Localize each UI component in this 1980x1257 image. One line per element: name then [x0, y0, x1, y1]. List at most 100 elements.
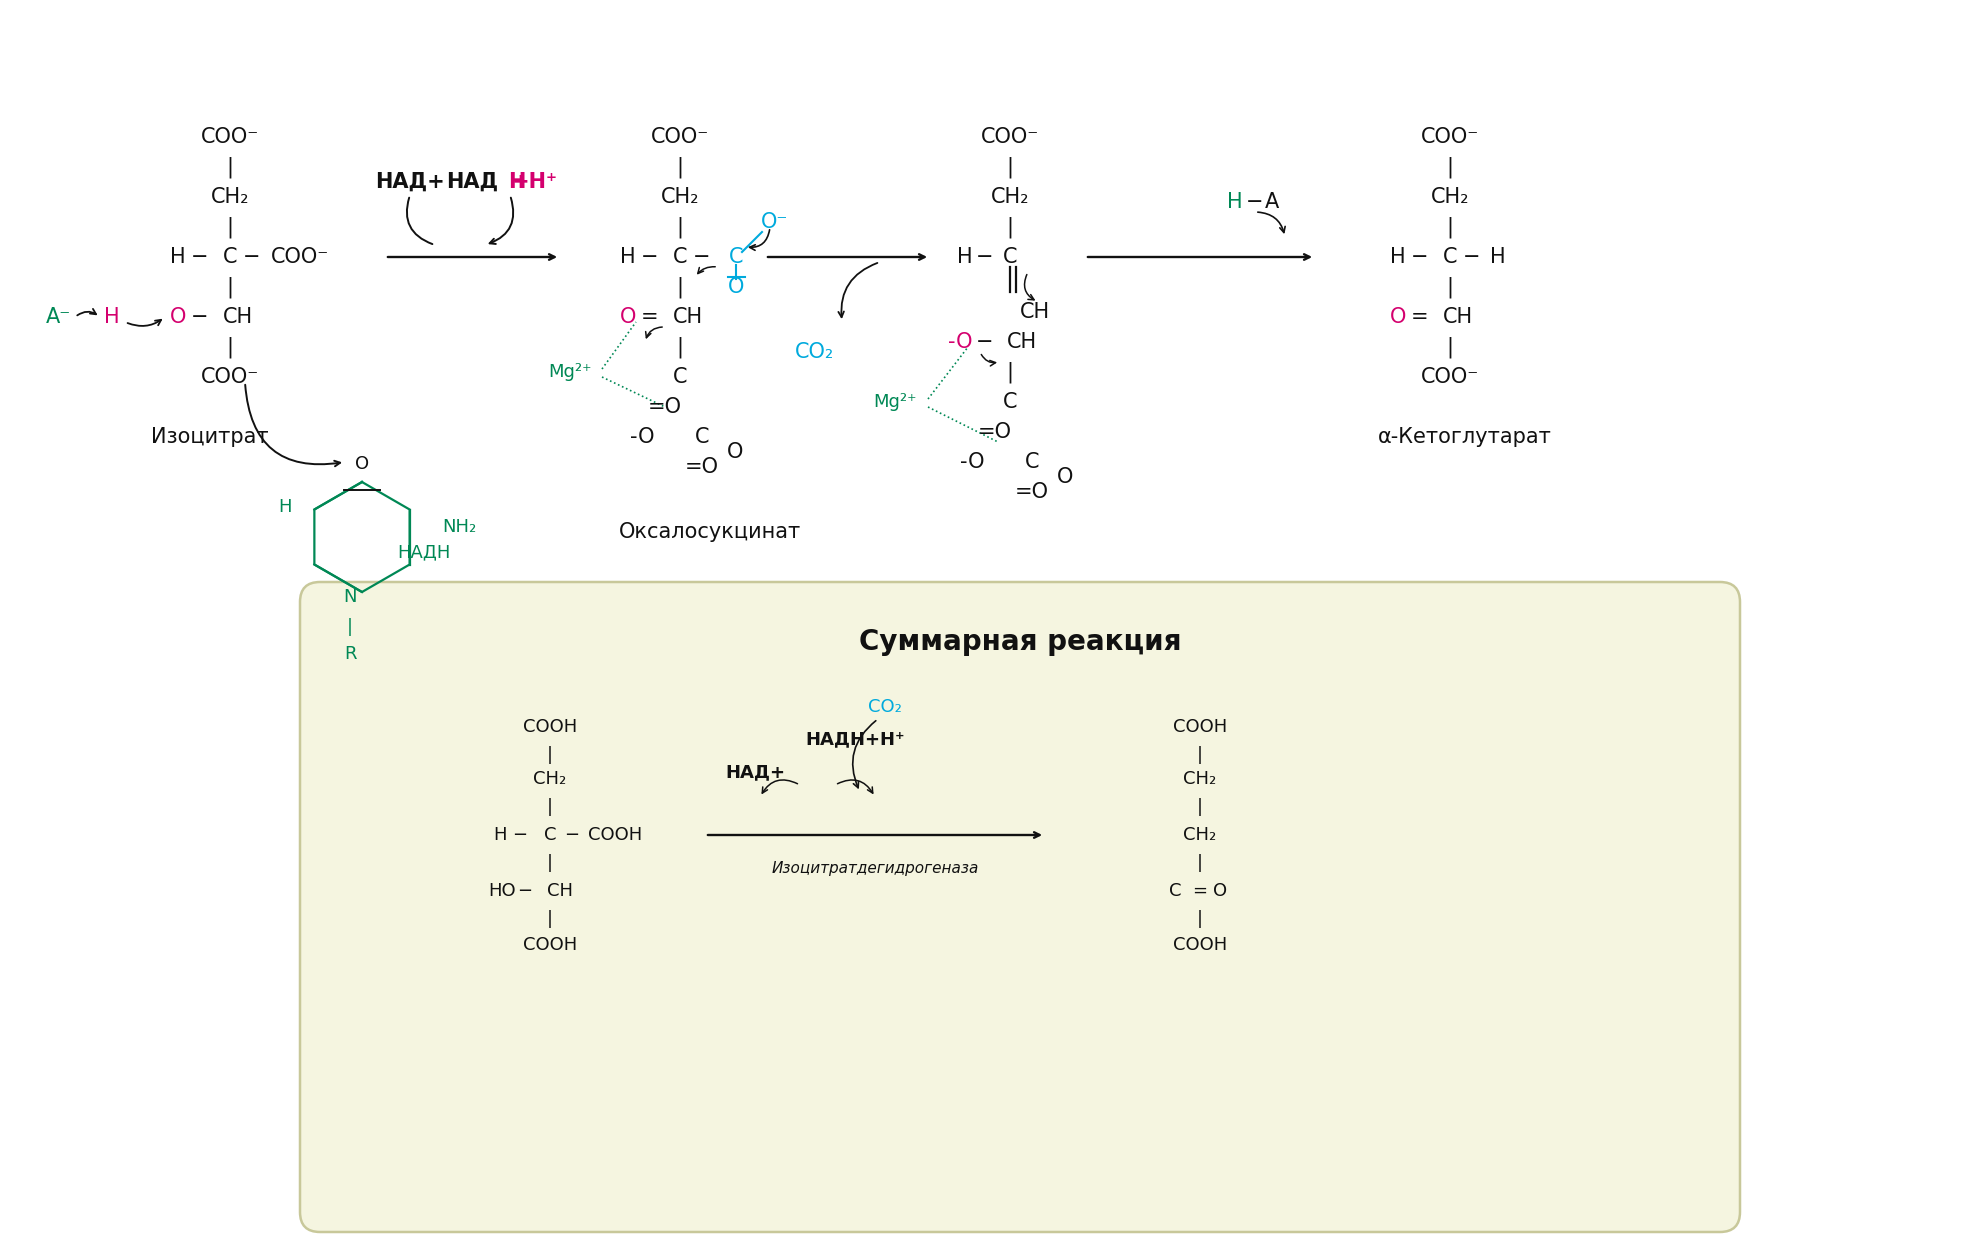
- Text: |: |: [1198, 854, 1204, 872]
- Text: =O: =O: [647, 397, 681, 417]
- Text: COOH: COOH: [523, 936, 576, 954]
- Text: H: H: [279, 498, 291, 517]
- Text: CH₂: CH₂: [990, 187, 1030, 207]
- Text: A: A: [1265, 192, 1279, 212]
- Text: Суммарная реакция: Суммарная реакция: [859, 628, 1182, 656]
- Text: |: |: [226, 216, 234, 238]
- Text: CH: CH: [1008, 332, 1038, 352]
- Text: C: C: [673, 246, 687, 266]
- Text: |: |: [546, 745, 552, 764]
- Text: -O: -O: [630, 427, 653, 447]
- Text: −: −: [642, 246, 659, 266]
- Text: −: −: [513, 826, 527, 843]
- Text: H: H: [170, 246, 186, 266]
- Text: O: O: [170, 307, 186, 327]
- Text: O: O: [1214, 882, 1228, 900]
- FancyBboxPatch shape: [301, 582, 1740, 1232]
- Text: =: =: [1412, 307, 1430, 327]
- Text: -O: -O: [948, 332, 972, 352]
- Text: CH₂: CH₂: [210, 187, 249, 207]
- Text: CH₂: CH₂: [1184, 826, 1216, 843]
- Text: −: −: [244, 246, 261, 266]
- Text: CH₂: CH₂: [1432, 187, 1469, 207]
- Text: H: H: [1228, 192, 1243, 212]
- Text: C: C: [1168, 882, 1182, 900]
- Text: C: C: [729, 246, 742, 266]
- Text: −: −: [1412, 246, 1430, 266]
- Text: |: |: [1447, 277, 1453, 298]
- Text: H: H: [493, 826, 507, 843]
- Text: HO: HO: [489, 882, 517, 900]
- Text: α-Кетоглутарат: α-Кетоглутарат: [1378, 427, 1552, 447]
- Text: |: |: [1198, 745, 1204, 764]
- Text: COOH: COOH: [1172, 718, 1228, 737]
- Text: −: −: [976, 246, 994, 266]
- Text: НАДН+Н⁺: НАДН+Н⁺: [806, 730, 905, 748]
- Text: =O: =O: [685, 458, 719, 476]
- Text: −: −: [192, 307, 208, 327]
- Text: O: O: [1057, 468, 1073, 486]
- Text: CO₂: CO₂: [796, 342, 836, 362]
- Text: A⁻: A⁻: [46, 307, 71, 327]
- Text: C: C: [1443, 246, 1457, 266]
- Text: CH: CH: [546, 882, 572, 900]
- Text: COOH: COOH: [523, 718, 576, 737]
- Text: Mg²⁺: Mg²⁺: [873, 393, 917, 411]
- Text: −: −: [192, 246, 208, 266]
- Text: |: |: [1006, 156, 1014, 177]
- Text: COO⁻: COO⁻: [271, 246, 329, 266]
- Text: −: −: [517, 882, 533, 900]
- Text: O: O: [1390, 307, 1406, 327]
- Text: COO⁻: COO⁻: [980, 127, 1040, 147]
- Text: −: −: [1245, 192, 1263, 212]
- Text: |: |: [1447, 337, 1453, 358]
- Text: |: |: [677, 156, 683, 177]
- Text: NH₂: NH₂: [442, 518, 475, 535]
- Text: H: H: [620, 246, 636, 266]
- Text: =: =: [642, 307, 659, 327]
- Text: C: C: [1002, 246, 1018, 266]
- Text: −: −: [564, 826, 580, 843]
- Text: =O: =O: [1016, 481, 1049, 502]
- Text: H: H: [1491, 246, 1507, 266]
- Text: |: |: [546, 910, 552, 928]
- Text: O: O: [727, 442, 742, 463]
- Text: CH₂: CH₂: [1184, 771, 1216, 788]
- Text: НАД+: НАД+: [725, 763, 784, 781]
- Text: O: O: [354, 455, 368, 473]
- Text: C: C: [544, 826, 556, 843]
- Text: |: |: [1006, 361, 1014, 382]
- Text: Оксалосукцинат: Оксалосукцинат: [620, 522, 802, 542]
- Text: Изоцитратдегидрогеназа: Изоцитратдегидрогеназа: [772, 861, 978, 876]
- Text: −: −: [976, 332, 994, 352]
- Text: C: C: [222, 246, 238, 266]
- Text: Mg²⁺: Mg²⁺: [548, 363, 592, 381]
- Text: НАДН: НАДН: [398, 543, 449, 561]
- Text: H: H: [105, 307, 121, 327]
- Text: COO⁻: COO⁻: [1422, 367, 1479, 387]
- Text: |: |: [677, 277, 683, 298]
- Text: |: |: [677, 337, 683, 358]
- Text: R: R: [345, 645, 356, 662]
- Text: CH: CH: [1020, 302, 1049, 322]
- Text: |: |: [1447, 156, 1453, 177]
- Text: |: |: [546, 798, 552, 816]
- Text: Н: Н: [509, 172, 525, 192]
- Text: =O: =O: [978, 422, 1012, 442]
- Text: COO⁻: COO⁻: [1422, 127, 1479, 147]
- Text: CH₂: CH₂: [533, 771, 566, 788]
- Text: CH₂: CH₂: [661, 187, 699, 207]
- Text: |: |: [226, 337, 234, 358]
- Text: O⁻: O⁻: [762, 212, 788, 233]
- Text: COOH: COOH: [588, 826, 642, 843]
- Text: -O: -O: [960, 453, 984, 471]
- Text: |: |: [346, 618, 352, 636]
- Text: |: |: [677, 216, 683, 238]
- Text: C: C: [1002, 392, 1018, 412]
- Text: −: −: [1463, 246, 1481, 266]
- Text: COO⁻: COO⁻: [200, 127, 259, 147]
- Text: CH: CH: [224, 307, 253, 327]
- Text: O: O: [620, 307, 636, 327]
- Text: C: C: [673, 367, 687, 387]
- Text: =: =: [1192, 882, 1208, 900]
